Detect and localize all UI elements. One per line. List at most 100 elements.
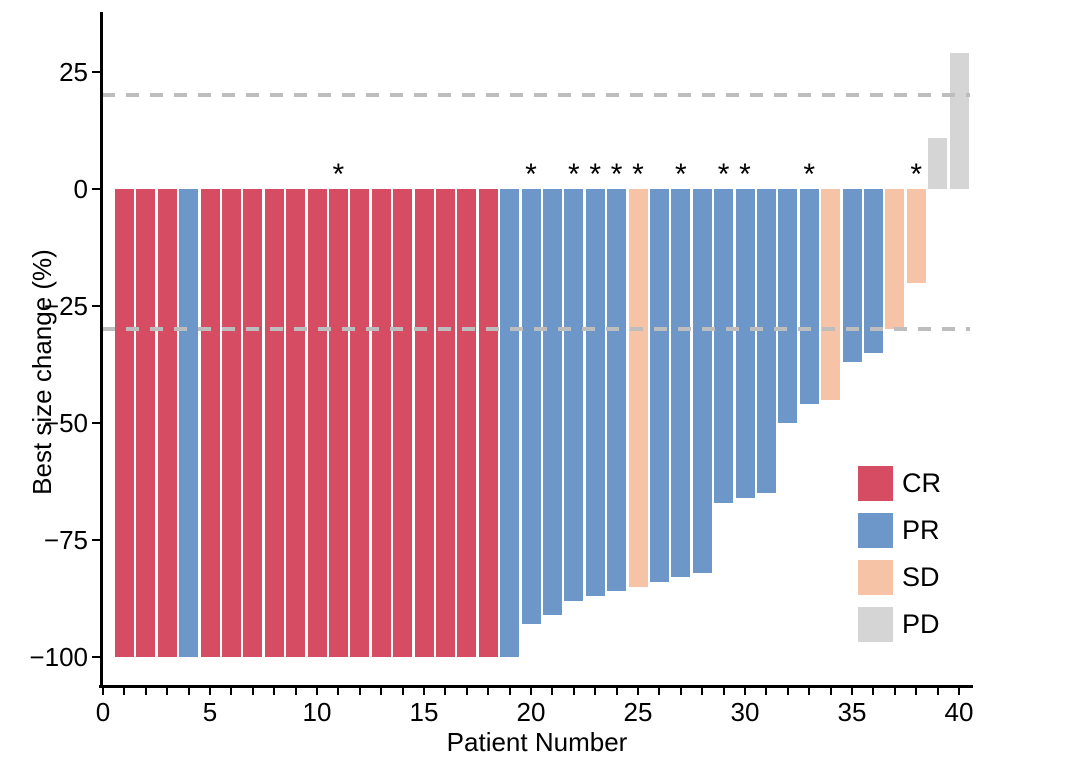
- x-tick-6: [230, 687, 233, 695]
- legend-swatch-pr: [858, 513, 893, 548]
- x-tick-5: [209, 687, 211, 695]
- bar-patient-39-pd: [928, 137, 948, 189]
- plot-panel: * * * * * * * * * * *: [102, 12, 973, 685]
- reference-line-plus20: [102, 93, 970, 98]
- bar-patient-21-pr: [542, 189, 562, 615]
- x-tick-4: [187, 687, 190, 695]
- reference-line-minus30: [102, 327, 970, 332]
- x-axis-line: [99, 685, 973, 688]
- x-tick-10: [316, 687, 318, 695]
- bar-patient-9-cr: [286, 189, 306, 657]
- x-tick-33: [808, 687, 811, 695]
- x-tick-label-5: 5: [202, 697, 218, 727]
- x-tick-label-40: 40: [944, 697, 974, 727]
- legend-label-cr: CR: [902, 468, 941, 498]
- x-tick-38: [915, 687, 918, 695]
- bar-patient-22-pr: [564, 189, 584, 601]
- y-tick-0: [92, 188, 101, 190]
- bar-patient-18-cr: [478, 189, 498, 657]
- bar-patient-4-pr: [179, 189, 199, 657]
- bar-patient-35-pr: [842, 189, 862, 363]
- x-tick-13: [380, 687, 383, 695]
- x-tick-1: [123, 687, 126, 695]
- legend-swatch-sd: [858, 560, 893, 595]
- legend-label-pd: PD: [902, 609, 940, 639]
- x-tick-7: [251, 687, 254, 695]
- bar-patient-37-sd: [885, 189, 905, 330]
- bar-patient-38-sd: [906, 189, 926, 283]
- x-tick-34: [829, 687, 832, 695]
- x-tick-label-30: 30: [730, 697, 760, 727]
- reference-lines-layer: [102, 12, 973, 685]
- x-tick-21: [551, 687, 554, 695]
- x-tick-label-20: 20: [516, 697, 546, 727]
- y-tick-label--25: −25: [43, 291, 88, 321]
- x-tick-30: [744, 687, 746, 695]
- x-tick-label-0: 0: [95, 697, 111, 727]
- x-tick-label-25: 25: [623, 697, 653, 727]
- bar-patient-23-pr: [585, 189, 605, 597]
- bar-patient-10-cr: [307, 189, 327, 657]
- bar-patient-19-pr: [500, 189, 520, 657]
- y-tick--50: [92, 422, 101, 424]
- x-tick-3: [166, 687, 169, 695]
- bar-patient-11-cr: [328, 189, 348, 657]
- x-tick-label-15: 15: [409, 697, 439, 727]
- bar-patient-14-cr: [393, 189, 413, 657]
- x-tick-37: [893, 687, 896, 695]
- bar-patient-15-cr: [414, 189, 434, 657]
- asterisk-patient-33: *: [803, 158, 816, 191]
- x-tick-22: [572, 687, 575, 695]
- bar-patient-27-pr: [671, 189, 691, 578]
- y-axis-title: Best size change (%): [27, 249, 57, 495]
- x-tick-24: [615, 687, 618, 695]
- x-tick-label-10: 10: [302, 697, 332, 727]
- asterisk-patient-30: *: [739, 158, 751, 191]
- x-tick-14: [401, 687, 404, 695]
- x-tick-0: [102, 687, 104, 695]
- y-tick-label-25: 25: [59, 57, 88, 87]
- bar-patient-12-cr: [350, 189, 370, 657]
- bar-patient-25-sd: [628, 189, 648, 587]
- x-tick-9: [294, 687, 297, 695]
- bar-patient-8-cr: [264, 189, 284, 657]
- asterisk-patient-38: *: [910, 158, 923, 191]
- x-tick-28: [701, 687, 704, 695]
- x-tick-31: [765, 687, 768, 695]
- bar-patient-26-pr: [649, 189, 669, 583]
- legend-label-pr: PR: [902, 515, 940, 545]
- legend-swatch-cr: [858, 466, 893, 501]
- y-tick-label--75: −75: [43, 525, 88, 555]
- bar-patient-2-cr: [136, 189, 156, 657]
- x-tick-32: [786, 687, 789, 695]
- x-tick-16: [444, 687, 447, 695]
- x-tick-17: [465, 687, 468, 695]
- bar-patient-13-cr: [371, 189, 391, 657]
- x-tick-26: [658, 687, 661, 695]
- bar-patient-28-pr: [692, 189, 712, 573]
- y-tick-label--100: −100: [29, 642, 88, 672]
- x-tick-11: [337, 687, 340, 695]
- y-tick-label--50: −50: [43, 408, 88, 438]
- x-tick-20: [530, 687, 532, 695]
- asterisk-patient-27: *: [674, 158, 687, 191]
- bar-patient-16-cr: [435, 189, 455, 657]
- asterisk-patient-20: *: [525, 158, 537, 191]
- bar-patient-24-pr: [607, 189, 627, 592]
- y-tick-label-0: 0: [73, 174, 88, 204]
- y-tick--25: [92, 305, 101, 307]
- x-tick-35: [851, 687, 853, 695]
- asterisk-patient-23: *: [589, 158, 602, 191]
- x-tick-25: [637, 687, 639, 695]
- x-tick-18: [487, 687, 490, 695]
- x-tick-39: [936, 687, 939, 695]
- x-tick-29: [722, 687, 725, 695]
- y-tick--75: [92, 539, 101, 541]
- x-tick-27: [679, 687, 682, 695]
- bars-layer: [102, 12, 973, 685]
- bar-patient-29-pr: [714, 189, 734, 503]
- x-tick-2: [144, 687, 147, 695]
- asterisk-layer: * * * * * * * * * * *: [102, 12, 973, 685]
- y-tick--100: [92, 656, 101, 658]
